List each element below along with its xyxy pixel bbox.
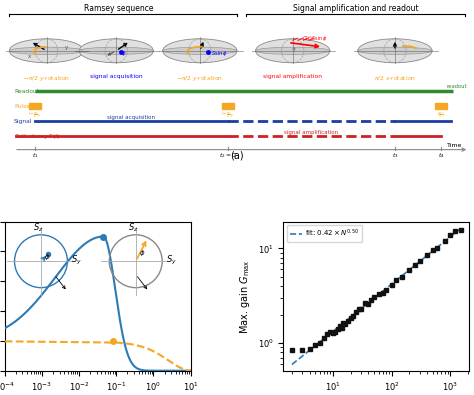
Text: y: y — [65, 45, 68, 50]
Text: $(-\frac{\pi}{2})_y$: $(-\frac{\pi}{2})_y$ — [28, 111, 42, 121]
fit: $0.42 \times N^{0.50}$: (115, 4.5): $0.42 \times N^{0.50}$: (115, 4.5) — [392, 279, 398, 284]
Text: signal amplification: signal amplification — [263, 74, 322, 79]
Bar — [29, 103, 41, 109]
Text: Coll. decay $\Gamma(t)$: Coll. decay $\Gamma(t)$ — [14, 132, 61, 141]
Circle shape — [9, 39, 84, 63]
fit: $0.42 \times N^{0.50}$: (1.5e+03, 16.3): $0.42 \times N^{0.50}$: (1.5e+03, 16.3) — [458, 226, 464, 231]
Text: Time: Time — [447, 143, 462, 148]
Text: $\phi$: $\phi$ — [121, 49, 127, 58]
Text: $t_2=0$: $t_2=0$ — [219, 151, 237, 160]
Ellipse shape — [163, 47, 237, 55]
Line: fit: $0.42 \times N^{0.50}$: fit: $0.42 \times N^{0.50}$ — [292, 228, 461, 365]
Text: $(\frac{\pi}{2})_z$: $(\frac{\pi}{2})_z$ — [437, 111, 446, 121]
Legend: fit: $0.42 \times N^{0.50}$: fit: $0.42 \times N^{0.50}$ — [287, 225, 362, 242]
Text: $\pi/2$ $x$-rotation: $\pi/2$ $x$-rotation — [374, 74, 416, 82]
Text: $t_1$: $t_1$ — [32, 151, 38, 160]
Text: signal acquisition: signal acquisition — [90, 74, 143, 79]
Text: $t_3$: $t_3$ — [392, 151, 398, 160]
Text: $S\sin\phi$: $S\sin\phi$ — [211, 49, 228, 58]
Y-axis label: Max. gain $G_{\mathrm{max}}$: Max. gain $G_{\mathrm{max}}$ — [238, 259, 252, 334]
fit: $0.42 \times N^{0.50}$: (103, 4.26): $0.42 \times N^{0.50}$: (103, 4.26) — [390, 281, 395, 286]
Circle shape — [255, 39, 330, 63]
Circle shape — [79, 39, 154, 63]
Ellipse shape — [255, 47, 330, 55]
Ellipse shape — [79, 47, 154, 55]
Bar — [222, 103, 234, 109]
Text: $-\pi/2$ $y$-rotation: $-\pi/2$ $y$-rotation — [23, 74, 70, 83]
Circle shape — [163, 39, 237, 63]
Text: $(-\frac{\pi}{2})_y$: $(-\frac{\pi}{2})_y$ — [221, 111, 235, 121]
Text: $-\pi/2$ $y$-rotation: $-\pi/2$ $y$-rotation — [176, 74, 223, 83]
Text: $t_4$: $t_4$ — [438, 151, 445, 160]
fit: $0.42 \times N^{0.50}$: (101, 4.21): $0.42 \times N^{0.50}$: (101, 4.21) — [389, 282, 395, 286]
fit: $0.42 \times N^{0.50}$: (2.04, 0.601): $0.42 \times N^{0.50}$: (2.04, 0.601) — [290, 362, 295, 367]
Text: Ramsey sequence: Ramsey sequence — [84, 4, 153, 13]
Text: signal amplification: signal amplification — [284, 130, 338, 135]
Text: Signal: Signal — [14, 118, 33, 124]
Text: Readout: Readout — [14, 89, 39, 94]
fit: $0.42 \times N^{0.50}$: (2, 0.594): $0.42 \times N^{0.50}$: (2, 0.594) — [289, 362, 295, 367]
fit: $0.42 \times N^{0.50}$: (530, 9.67): $0.42 \times N^{0.50}$: (530, 9.67) — [431, 247, 437, 252]
fit: $0.42 \times N^{0.50}$: (807, 11.9): $0.42 \times N^{0.50}$: (807, 11.9) — [442, 239, 448, 243]
Text: Pulses: Pulses — [14, 104, 33, 109]
Text: x: x — [28, 54, 31, 59]
Text: readout: readout — [446, 84, 467, 89]
Circle shape — [358, 39, 432, 63]
Ellipse shape — [358, 47, 432, 55]
Text: (a): (a) — [230, 151, 244, 161]
Text: signal acquisition: signal acquisition — [107, 115, 155, 120]
Text: Signal amplification and readout: Signal amplification and readout — [292, 4, 418, 13]
Ellipse shape — [9, 47, 84, 55]
Text: $G(t)S\sin\phi$: $G(t)S\sin\phi$ — [302, 34, 328, 43]
Bar — [435, 103, 447, 109]
